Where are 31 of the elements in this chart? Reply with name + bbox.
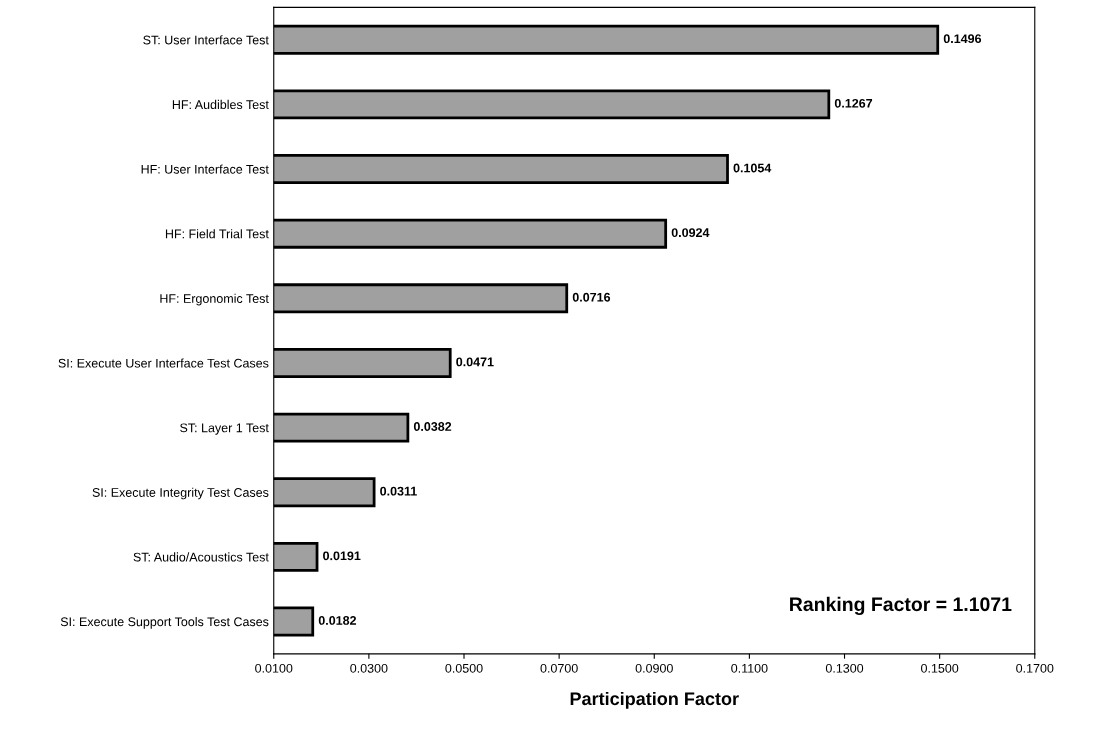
y-tick-label: HF: Ergonomic Test: [160, 293, 269, 306]
data-label: 0.0924: [671, 228, 710, 238]
y-tick-label: ST: User Interface Test: [143, 35, 269, 45]
y-tick-label: SI: Execute Integrity Test Cases: [92, 487, 269, 500]
data-label: 0.1267: [834, 98, 873, 108]
data-label: 0.0311: [380, 486, 417, 496]
x-tick-label: 0.0300: [350, 663, 388, 673]
y-tick-label: ST: Layer 1 Test: [180, 423, 269, 435]
data-label: 0.1496: [943, 34, 982, 44]
x-tick-label: 0.0900: [635, 663, 673, 673]
data-label: 0.0471: [456, 357, 494, 367]
data-label: 0.1054: [733, 163, 772, 173]
annotation: Ranking Factor = 1.1071: [790, 596, 1012, 616]
x-tick-label: 0.1500: [921, 663, 959, 673]
y-tick-label: HF: Audibles Test: [172, 99, 269, 110]
y-tick-label: HF: User Interface Test: [141, 164, 269, 174]
y-tick-label: ST: Audio/Acoustics Test: [133, 552, 269, 562]
y-tick-label: SI: Execute Support Tools Test Cases: [60, 616, 269, 629]
x-tick-label: 0.1100: [731, 663, 768, 673]
x-axis-title: Participation Factor: [570, 691, 739, 709]
x-tick-label: 0.1700: [1016, 663, 1054, 673]
x-tick-label: 0.0100: [255, 663, 293, 673]
x-tick-label: 0.0500: [445, 663, 483, 673]
data-label: 0.0182: [318, 616, 357, 625]
data-label: 0.0382: [413, 422, 452, 431]
y-tick-label: SI: Execute User Interface Test Cases: [58, 358, 269, 368]
x-tick-label: 0.0700: [540, 663, 578, 673]
data-label: 0.0191: [323, 551, 361, 561]
x-tick-label: 0.1300: [825, 663, 864, 673]
data-label: 0.0716: [572, 292, 611, 302]
y-tick-label: HF: Field Trial Test: [165, 229, 269, 239]
